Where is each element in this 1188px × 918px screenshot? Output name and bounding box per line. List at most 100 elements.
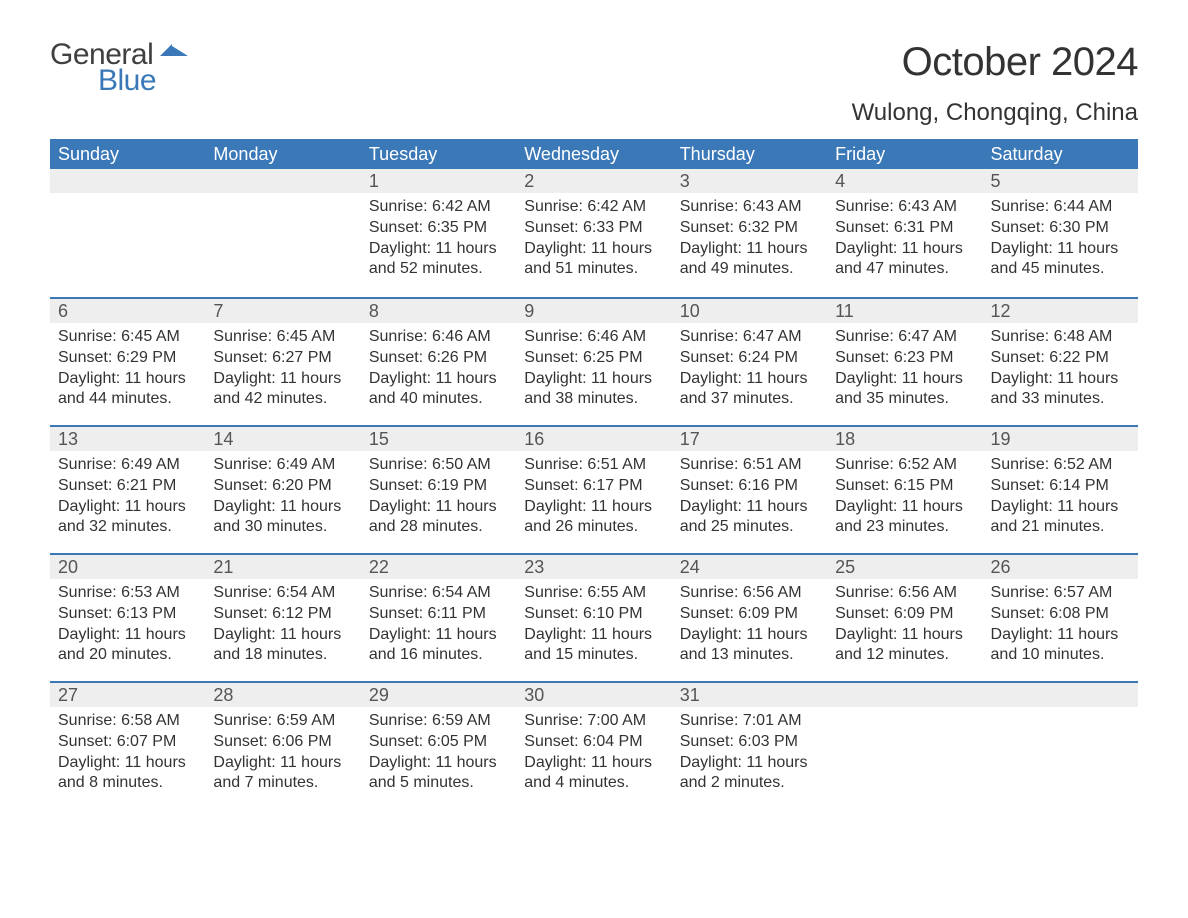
cell-sunset: Sunset: 6:03 PM (680, 732, 819, 753)
calendar-cell: 25Sunrise: 6:56 AMSunset: 6:09 PMDayligh… (827, 555, 982, 681)
calendar-cell: 6Sunrise: 6:45 AMSunset: 6:29 PMDaylight… (50, 299, 205, 425)
cell-body: Sunrise: 6:52 AMSunset: 6:14 PMDaylight:… (983, 451, 1138, 548)
daynum-bar: 20 (50, 555, 205, 579)
cell-daylight1: Daylight: 11 hours (524, 753, 663, 774)
calendar-cell: 9Sunrise: 6:46 AMSunset: 6:25 PMDaylight… (516, 299, 671, 425)
cell-daylight1: Daylight: 11 hours (680, 497, 819, 518)
dayhead-saturday: Saturday (983, 144, 1138, 165)
cell-sunrise: Sunrise: 6:52 AM (835, 455, 974, 476)
logo-blue: Blue (98, 66, 156, 96)
logo: General Blue (50, 40, 190, 96)
cell-daylight2: and 40 minutes. (369, 389, 508, 410)
daynum-bar: 13 (50, 427, 205, 451)
cell-sunset: Sunset: 6:12 PM (213, 604, 352, 625)
cell-daylight1: Daylight: 11 hours (991, 625, 1130, 646)
calendar-cell: 2Sunrise: 6:42 AMSunset: 6:33 PMDaylight… (516, 169, 671, 297)
cell-sunrise: Sunrise: 6:54 AM (369, 583, 508, 604)
week-row: 13Sunrise: 6:49 AMSunset: 6:21 PMDayligh… (50, 425, 1138, 553)
cell-sunset: Sunset: 6:35 PM (369, 218, 508, 239)
daynum-bar (983, 683, 1138, 707)
cell-body: Sunrise: 6:55 AMSunset: 6:10 PMDaylight:… (516, 579, 671, 676)
calendar-cell: 17Sunrise: 6:51 AMSunset: 6:16 PMDayligh… (672, 427, 827, 553)
cell-body: Sunrise: 6:58 AMSunset: 6:07 PMDaylight:… (50, 707, 205, 804)
cell-daylight2: and 26 minutes. (524, 517, 663, 538)
cell-sunset: Sunset: 6:08 PM (991, 604, 1130, 625)
cell-sunrise: Sunrise: 6:44 AM (991, 197, 1130, 218)
cell-daylight2: and 35 minutes. (835, 389, 974, 410)
cell-daylight1: Daylight: 11 hours (991, 497, 1130, 518)
calendar-cell: 8Sunrise: 6:46 AMSunset: 6:26 PMDaylight… (361, 299, 516, 425)
cell-daylight1: Daylight: 11 hours (369, 753, 508, 774)
cell-body: Sunrise: 6:52 AMSunset: 6:15 PMDaylight:… (827, 451, 982, 548)
calendar-cell: 21Sunrise: 6:54 AMSunset: 6:12 PMDayligh… (205, 555, 360, 681)
cell-daylight2: and 47 minutes. (835, 259, 974, 280)
daynum-bar: 22 (361, 555, 516, 579)
cell-sunrise: Sunrise: 6:45 AM (213, 327, 352, 348)
cell-body: Sunrise: 6:46 AMSunset: 6:26 PMDaylight:… (361, 323, 516, 420)
calendar-cell (205, 169, 360, 297)
cell-body: Sunrise: 6:42 AMSunset: 6:35 PMDaylight:… (361, 193, 516, 290)
cell-body: Sunrise: 6:50 AMSunset: 6:19 PMDaylight:… (361, 451, 516, 548)
header: General Blue October 2024 Wulong, Chongq… (50, 40, 1138, 127)
calendar-cell: 27Sunrise: 6:58 AMSunset: 6:07 PMDayligh… (50, 683, 205, 809)
cell-daylight1: Daylight: 11 hours (835, 369, 974, 390)
cell-daylight1: Daylight: 11 hours (835, 239, 974, 260)
cell-daylight2: and 32 minutes. (58, 517, 197, 538)
cell-body: Sunrise: 6:45 AMSunset: 6:29 PMDaylight:… (50, 323, 205, 420)
calendar-cell: 5 Sunrise: 6:44 AMSunset: 6:30 PMDaylight… (983, 169, 1138, 297)
cell-sunset: Sunset: 6:05 PM (369, 732, 508, 753)
cell-sunset: Sunset: 6:15 PM (835, 476, 974, 497)
cell-body: Sunrise: 6:47 AMSunset: 6:24 PMDaylight:… (672, 323, 827, 420)
daynum-bar (50, 169, 205, 193)
cell-sunset: Sunset: 6:04 PM (524, 732, 663, 753)
calendar-cell: 22Sunrise: 6:54 AMSunset: 6:11 PMDayligh… (361, 555, 516, 681)
title-block: October 2024 Wulong, Chongqing, China (852, 40, 1138, 127)
cell-sunrise: Sunrise: 6:56 AM (835, 583, 974, 604)
cell-daylight1: Daylight: 11 hours (991, 239, 1130, 260)
calendar-cell (827, 683, 982, 809)
daynum-bar: 15 (361, 427, 516, 451)
cell-body: Sunrise: 6:51 AMSunset: 6:17 PMDaylight:… (516, 451, 671, 548)
cell-body: Sunrise: 6:43 AMSunset: 6:31 PMDaylight:… (827, 193, 982, 290)
cell-sunset: Sunset: 6:24 PM (680, 348, 819, 369)
cell-body: Sunrise: 6:47 AMSunset: 6:23 PMDaylight:… (827, 323, 982, 420)
cell-daylight2: and 52 minutes. (369, 259, 508, 280)
month-title: October 2024 (852, 40, 1138, 85)
week-row: 1Sunrise: 6:42 AMSunset: 6:35 PMDaylight… (50, 169, 1138, 297)
daynum-bar: 27 (50, 683, 205, 707)
cell-sunrise: Sunrise: 6:43 AM (835, 197, 974, 218)
calendar-cell: 7Sunrise: 6:45 AMSunset: 6:27 PMDaylight… (205, 299, 360, 425)
cell-daylight2: and 49 minutes. (680, 259, 819, 280)
cell-daylight1: Daylight: 11 hours (369, 625, 508, 646)
calendar-cell: 23Sunrise: 6:55 AMSunset: 6:10 PMDayligh… (516, 555, 671, 681)
daynum-bar: 25 (827, 555, 982, 579)
cell-body: Sunrise: 6:59 AMSunset: 6:06 PMDaylight:… (205, 707, 360, 804)
calendar-cell: 11Sunrise: 6:47 AMSunset: 6:23 PMDayligh… (827, 299, 982, 425)
daynum-bar: 9 (516, 299, 671, 323)
dayhead-wednesday: Wednesday (516, 144, 671, 165)
cell-sunset: Sunset: 6:25 PM (524, 348, 663, 369)
cell-sunrise: Sunrise: 6:49 AM (213, 455, 352, 476)
cell-sunset: Sunset: 6:33 PM (524, 218, 663, 239)
cell-daylight1: Daylight: 11 hours (835, 625, 974, 646)
daynum-bar: 5 (983, 169, 1138, 193)
cell-sunrise: Sunrise: 7:01 AM (680, 711, 819, 732)
cell-daylight1: Daylight: 11 hours (369, 369, 508, 390)
cell-sunrise: Sunrise: 6:45 AM (58, 327, 197, 348)
cell-sunrise: Sunrise: 6:51 AM (524, 455, 663, 476)
cell-sunset: Sunset: 6:30 PM (991, 218, 1130, 239)
cell-body: Sunrise: 7:01 AMSunset: 6:03 PMDaylight:… (672, 707, 827, 804)
cell-sunset: Sunset: 6:19 PM (369, 476, 508, 497)
cell-daylight1: Daylight: 11 hours (58, 369, 197, 390)
calendar-cell: 26Sunrise: 6:57 AMSunset: 6:08 PMDayligh… (983, 555, 1138, 681)
cell-daylight2: and 16 minutes. (369, 645, 508, 666)
cell-body: Sunrise: 6:53 AMSunset: 6:13 PMDaylight:… (50, 579, 205, 676)
cell-daylight1: Daylight: 11 hours (213, 497, 352, 518)
dayhead-monday: Monday (205, 144, 360, 165)
calendar-cell (983, 683, 1138, 809)
cell-daylight2: and 37 minutes. (680, 389, 819, 410)
cell-sunrise: Sunrise: 7:00 AM (524, 711, 663, 732)
daynum-bar: 12 (983, 299, 1138, 323)
cell-daylight1: Daylight: 11 hours (524, 369, 663, 390)
calendar: Sunday Monday Tuesday Wednesday Thursday… (50, 139, 1138, 809)
